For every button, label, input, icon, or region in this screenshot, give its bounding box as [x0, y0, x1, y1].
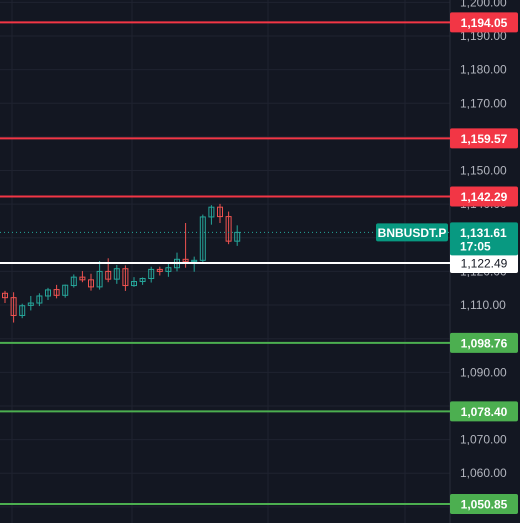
candle-body: [19, 305, 26, 316]
candle-body: [156, 268, 163, 272]
support-level-label: 1,098.76: [461, 336, 508, 350]
candle-body: [10, 297, 17, 316]
candle-body: [88, 279, 94, 288]
candle-body: [217, 206, 223, 218]
candle-body: [27, 302, 34, 306]
candle-body: [234, 231, 241, 242]
support-level-badge: [450, 332, 518, 353]
candle-body: [36, 295, 43, 304]
support-level-label: 1,050.85: [461, 497, 508, 511]
support-level-badge: [450, 493, 518, 514]
last-price-label: 1,131.61: [460, 226, 507, 240]
resistance-level-badge: [450, 12, 518, 33]
resistance-level-label: 1,159.57: [461, 132, 508, 146]
price-tick-label: 1,110.00: [460, 298, 506, 312]
price-grid: [0, 0, 450, 523]
candle-body: [191, 259, 198, 263]
symbol-badge: [376, 223, 448, 242]
resistance-level-label: 1,142.29: [461, 190, 508, 204]
candle-body: [165, 267, 172, 272]
price-badges: 1,194.05 1,159.57 1,142.29 1,098.76 1,078.40…: [376, 12, 518, 514]
resistance-level-badge: [450, 186, 518, 207]
price-tick-label: 1,170.00: [460, 96, 507, 110]
resistance-level-label: 1,194.05: [461, 16, 508, 30]
candle-body: [139, 277, 146, 283]
price-tick-label: 1,060.00: [460, 466, 507, 480]
crosshair-price-badge: [450, 253, 518, 274]
candle-body: [225, 216, 232, 242]
price-level-lines[interactable]: [0, 21, 450, 505]
resistance-level-badge: [450, 128, 518, 149]
candle-body: [122, 268, 129, 287]
candle-body: [62, 284, 69, 296]
crosshair-price-label: 1,122.49: [461, 257, 508, 271]
candle-body: [148, 268, 155, 279]
candle-body: [182, 258, 189, 263]
price-tick-label: 1,180.00: [460, 63, 507, 77]
candle-body: [45, 289, 51, 297]
price-tick-label: 1,090.00: [460, 365, 507, 379]
price-tick-label: 1,200.00: [460, 0, 507, 9]
candle-body: [208, 206, 215, 218]
support-level-label: 1,078.40: [461, 405, 508, 419]
candle-body: [2, 292, 8, 299]
symbol-label: BNBUSDT.P: [378, 226, 447, 240]
candle-body: [199, 216, 206, 261]
price-tick-label: 1,150.00: [460, 164, 507, 178]
price-tick-label: 1,190.00: [460, 29, 507, 43]
bar-countdown-label: 17:05: [460, 239, 491, 253]
support-level-badge: [450, 401, 518, 422]
candles: [2, 203, 241, 323]
candle-body: [79, 276, 86, 281]
candle-body: [105, 270, 112, 280]
candle-body: [96, 270, 103, 288]
candle-body: [70, 276, 77, 287]
candle-body: [113, 268, 120, 280]
candle-body: [53, 289, 60, 296]
last-price-badge: [450, 222, 518, 256]
candle-body: [131, 281, 137, 287]
price-tick-label: 1,070.00: [460, 433, 507, 447]
